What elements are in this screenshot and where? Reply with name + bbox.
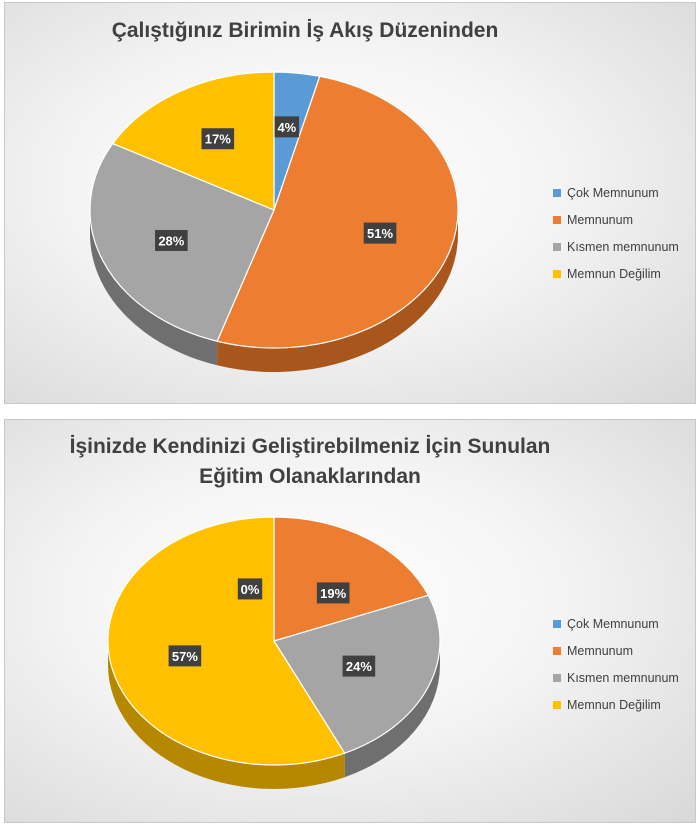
data-label-box <box>201 128 235 150</box>
legend: Çok Memnunum Memnunum Kısmen memnunum Me… <box>553 179 679 287</box>
data-label-cok-memnunum: 0% <box>237 578 263 600</box>
chart-panel-1: Çalıştığınız Birimin İş Akış Düzeninden … <box>4 2 696 404</box>
data-label-text: 4% <box>277 120 296 135</box>
data-label-box <box>155 229 188 251</box>
pie-top <box>89 71 459 349</box>
data-label-memnun-degilim: 17% <box>201 128 235 150</box>
legend-swatch <box>553 646 561 655</box>
legend-swatch <box>553 269 561 278</box>
data-label-memnun-degilim: 57% <box>168 645 202 667</box>
legend-item-kismen-memnunum: Kısmen memnunum <box>553 233 679 260</box>
data-label-cok-memnunum: 4% <box>274 116 300 138</box>
data-label-box <box>316 582 350 604</box>
legend-swatch <box>553 700 561 709</box>
legend: Çok Memnunum Memnunum Kısmen memnunum Me… <box>553 610 679 718</box>
legend-label: Çok Memnunum <box>567 616 659 631</box>
chart-panel-2: İşinizde Kendinizi Geliştirebilmeniz İçi… <box>4 419 696 823</box>
chart-title: Çalıştığınız Birimin İş Akış Düzeninden <box>5 16 605 46</box>
data-label-box <box>342 655 376 677</box>
data-label-text: 17% <box>205 132 231 147</box>
legend-item-kismen-memnunum: Kısmen memnunum <box>553 664 679 691</box>
pie-side-kismen-memnunum <box>90 210 218 366</box>
chart-title: İşinizde Kendinizi Geliştirebilmeniz İçi… <box>5 432 615 492</box>
data-label-memnunum: 51% <box>363 222 397 244</box>
legend-item-memnun-degilim: Memnun Değilim <box>553 260 679 287</box>
legend-item-memnun-degilim: Memnun Değilim <box>553 691 679 718</box>
pie-side-memnun-degilim <box>108 641 345 789</box>
legend-swatch <box>553 619 561 628</box>
data-labels: 4% 51% 28% 17% <box>155 116 397 251</box>
data-label-text: 57% <box>172 649 198 664</box>
legend-label: Memnun Değilim <box>567 266 661 281</box>
legend-swatch <box>553 673 561 682</box>
data-labels: 0% 19% 24% 57% <box>168 578 376 677</box>
legend-label: Memnun Değilim <box>567 697 661 712</box>
pie-slice-memnun-degilim <box>107 516 346 766</box>
pie-slice-memnunum <box>273 516 429 642</box>
data-label-text: 24% <box>346 659 372 674</box>
legend-swatch <box>553 188 561 197</box>
chart-title-line: İşinizde Kendinizi Geliştirebilmeniz İçi… <box>69 435 551 458</box>
chart-title-line: Çalıştığınız Birimin İş Akış Düzeninden <box>111 19 499 42</box>
legend-label: Kısmen memnunum <box>567 670 679 685</box>
legend-item-memnunum: Memnunum <box>553 206 679 233</box>
data-label-box <box>274 116 300 138</box>
data-label-text: 51% <box>367 226 393 241</box>
pie-chart: 4% 51% 28% 17% <box>89 71 459 372</box>
legend-label: Kısmen memnunum <box>567 239 679 254</box>
pie-slice-memnunum <box>216 75 459 349</box>
pie-side-memnunum <box>217 210 458 372</box>
legend-item-cok-memnunum: Çok Memnunum <box>553 179 679 206</box>
data-label-box <box>237 578 263 600</box>
legend-label: Memnunum <box>567 212 633 227</box>
legend-label: Memnunum <box>567 643 633 658</box>
chart-title-line: Eğitim Olanaklarından <box>199 465 421 488</box>
legend-item-cok-memnunum: Çok Memnunum <box>553 610 679 637</box>
data-label-text: 28% <box>158 233 184 248</box>
data-label-text: 0% <box>241 582 260 597</box>
pie-chart: 0% 19% 24% 57% <box>107 516 441 789</box>
pie-slice-memnun-degilim <box>112 71 275 211</box>
pie-top <box>107 516 441 766</box>
legend-swatch <box>553 215 561 224</box>
data-label-memnunum: 19% <box>316 582 350 604</box>
data-label-kismen-memnunum: 28% <box>155 229 188 251</box>
data-label-text: 19% <box>320 586 346 601</box>
data-label-box <box>168 645 202 667</box>
legend-item-memnunum: Memnunum <box>553 637 679 664</box>
legend-swatch <box>553 242 561 251</box>
pie-sides <box>90 210 458 372</box>
data-label-kismen-memnunum: 24% <box>342 655 376 677</box>
legend-label: Çok Memnunum <box>567 185 659 200</box>
data-label-box <box>363 222 397 244</box>
